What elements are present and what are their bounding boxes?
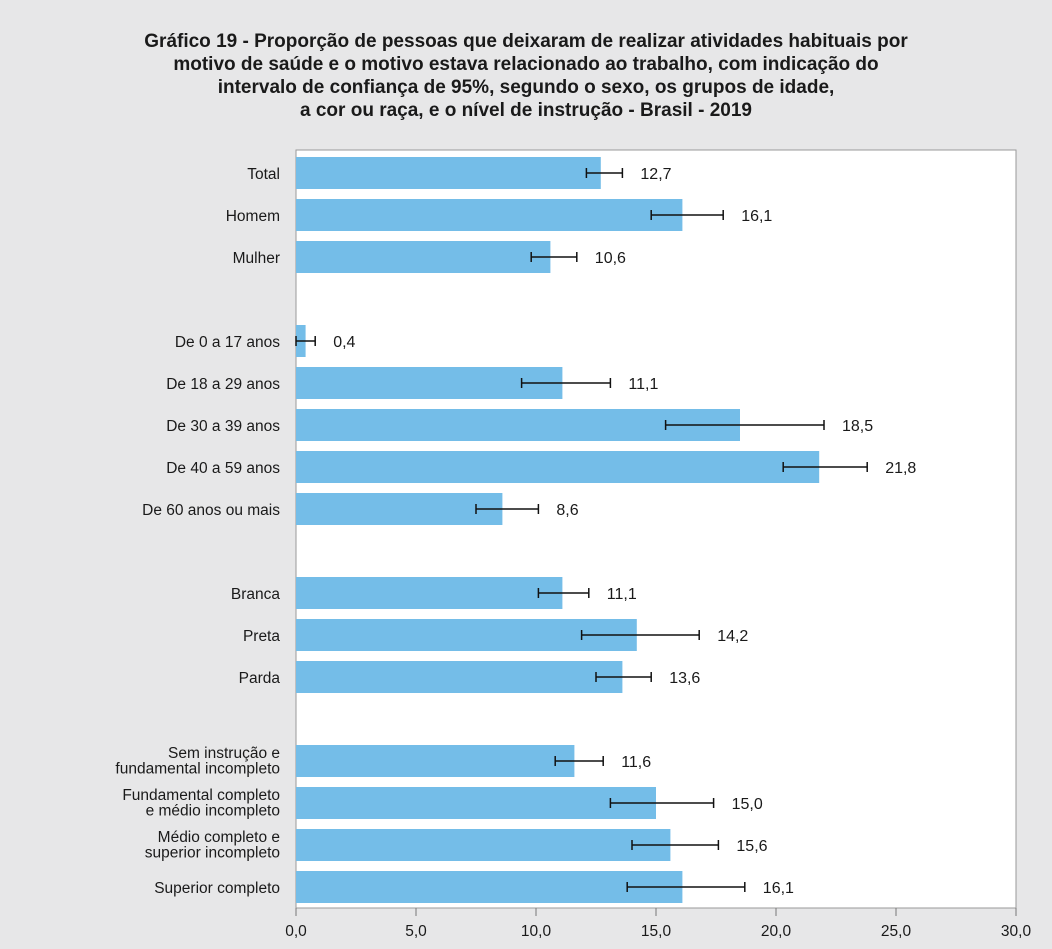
category-label: De 30 a 39 anos <box>166 418 280 435</box>
data-label: 13,6 <box>669 670 700 687</box>
data-label: 10,6 <box>595 250 626 267</box>
data-label: 11,1 <box>628 376 658 393</box>
data-label: 14,2 <box>717 628 748 645</box>
data-label: 18,5 <box>842 418 873 435</box>
bar <box>296 787 656 819</box>
category-label: Parda <box>239 670 281 687</box>
category-label: De 40 a 59 anos <box>166 460 280 477</box>
category-label: superior incompleto <box>145 845 280 862</box>
x-tick-label: 25,0 <box>881 923 912 940</box>
bar <box>296 829 671 861</box>
bar <box>296 241 551 273</box>
category-label: Total <box>247 166 280 183</box>
category-label: Homem <box>226 208 280 225</box>
bar <box>296 619 637 651</box>
category-label: Fundamental completo <box>122 787 280 804</box>
data-label: 0,4 <box>333 334 355 351</box>
chart-title-line: motivo de saúde e o motivo estava relaci… <box>173 54 879 75</box>
category-label: Mulher <box>233 250 280 267</box>
bar <box>296 871 683 903</box>
x-tick-label: 20,0 <box>761 923 792 940</box>
bar <box>296 661 623 693</box>
bar <box>296 451 820 483</box>
category-label: Superior completo <box>154 880 280 897</box>
bar <box>296 577 563 609</box>
data-label: 15,6 <box>736 838 767 855</box>
x-tick-label: 0,0 <box>285 923 307 940</box>
category-label: Médio completo e <box>158 829 280 846</box>
x-tick-label: 15,0 <box>641 923 672 940</box>
chart-title: Gráfico 19 - Proporção de pessoas que de… <box>0 30 1052 122</box>
data-label: 15,0 <box>732 796 763 813</box>
chart-title-line: Gráfico 19 - Proporção de pessoas que de… <box>144 31 908 52</box>
category-label: fundamental incompleto <box>115 761 280 778</box>
data-label: 16,1 <box>741 208 772 225</box>
category-label: De 0 a 17 anos <box>175 334 280 351</box>
category-label: Preta <box>243 628 280 645</box>
data-label: 21,8 <box>885 460 916 477</box>
x-tick-label: 30,0 <box>1001 923 1032 940</box>
plot-frame <box>295 149 1017 909</box>
category-label: De 18 a 29 anos <box>166 376 280 393</box>
bar <box>296 493 503 525</box>
data-label: 8,6 <box>556 502 578 519</box>
bar <box>296 199 683 231</box>
category-label: Branca <box>231 586 280 603</box>
chart-title-line: a cor ou raça, e o nível de instrução - … <box>300 100 752 121</box>
category-label: e médio incompleto <box>146 803 280 820</box>
chart-title-line: intervalo de confiança de 95%, segundo o… <box>217 77 835 98</box>
category-label: Sem instrução e <box>168 745 280 762</box>
data-label: 11,1 <box>607 586 637 603</box>
x-tick-label: 10,0 <box>521 923 552 940</box>
category-label: De 60 anos ou mais <box>142 502 280 519</box>
bar <box>296 367 563 399</box>
bar <box>296 157 601 189</box>
data-label: 12,7 <box>640 166 671 183</box>
data-label: 16,1 <box>763 880 794 897</box>
data-label: 11,6 <box>621 754 651 771</box>
x-tick-label: 5,0 <box>405 923 427 940</box>
bar <box>296 745 575 777</box>
